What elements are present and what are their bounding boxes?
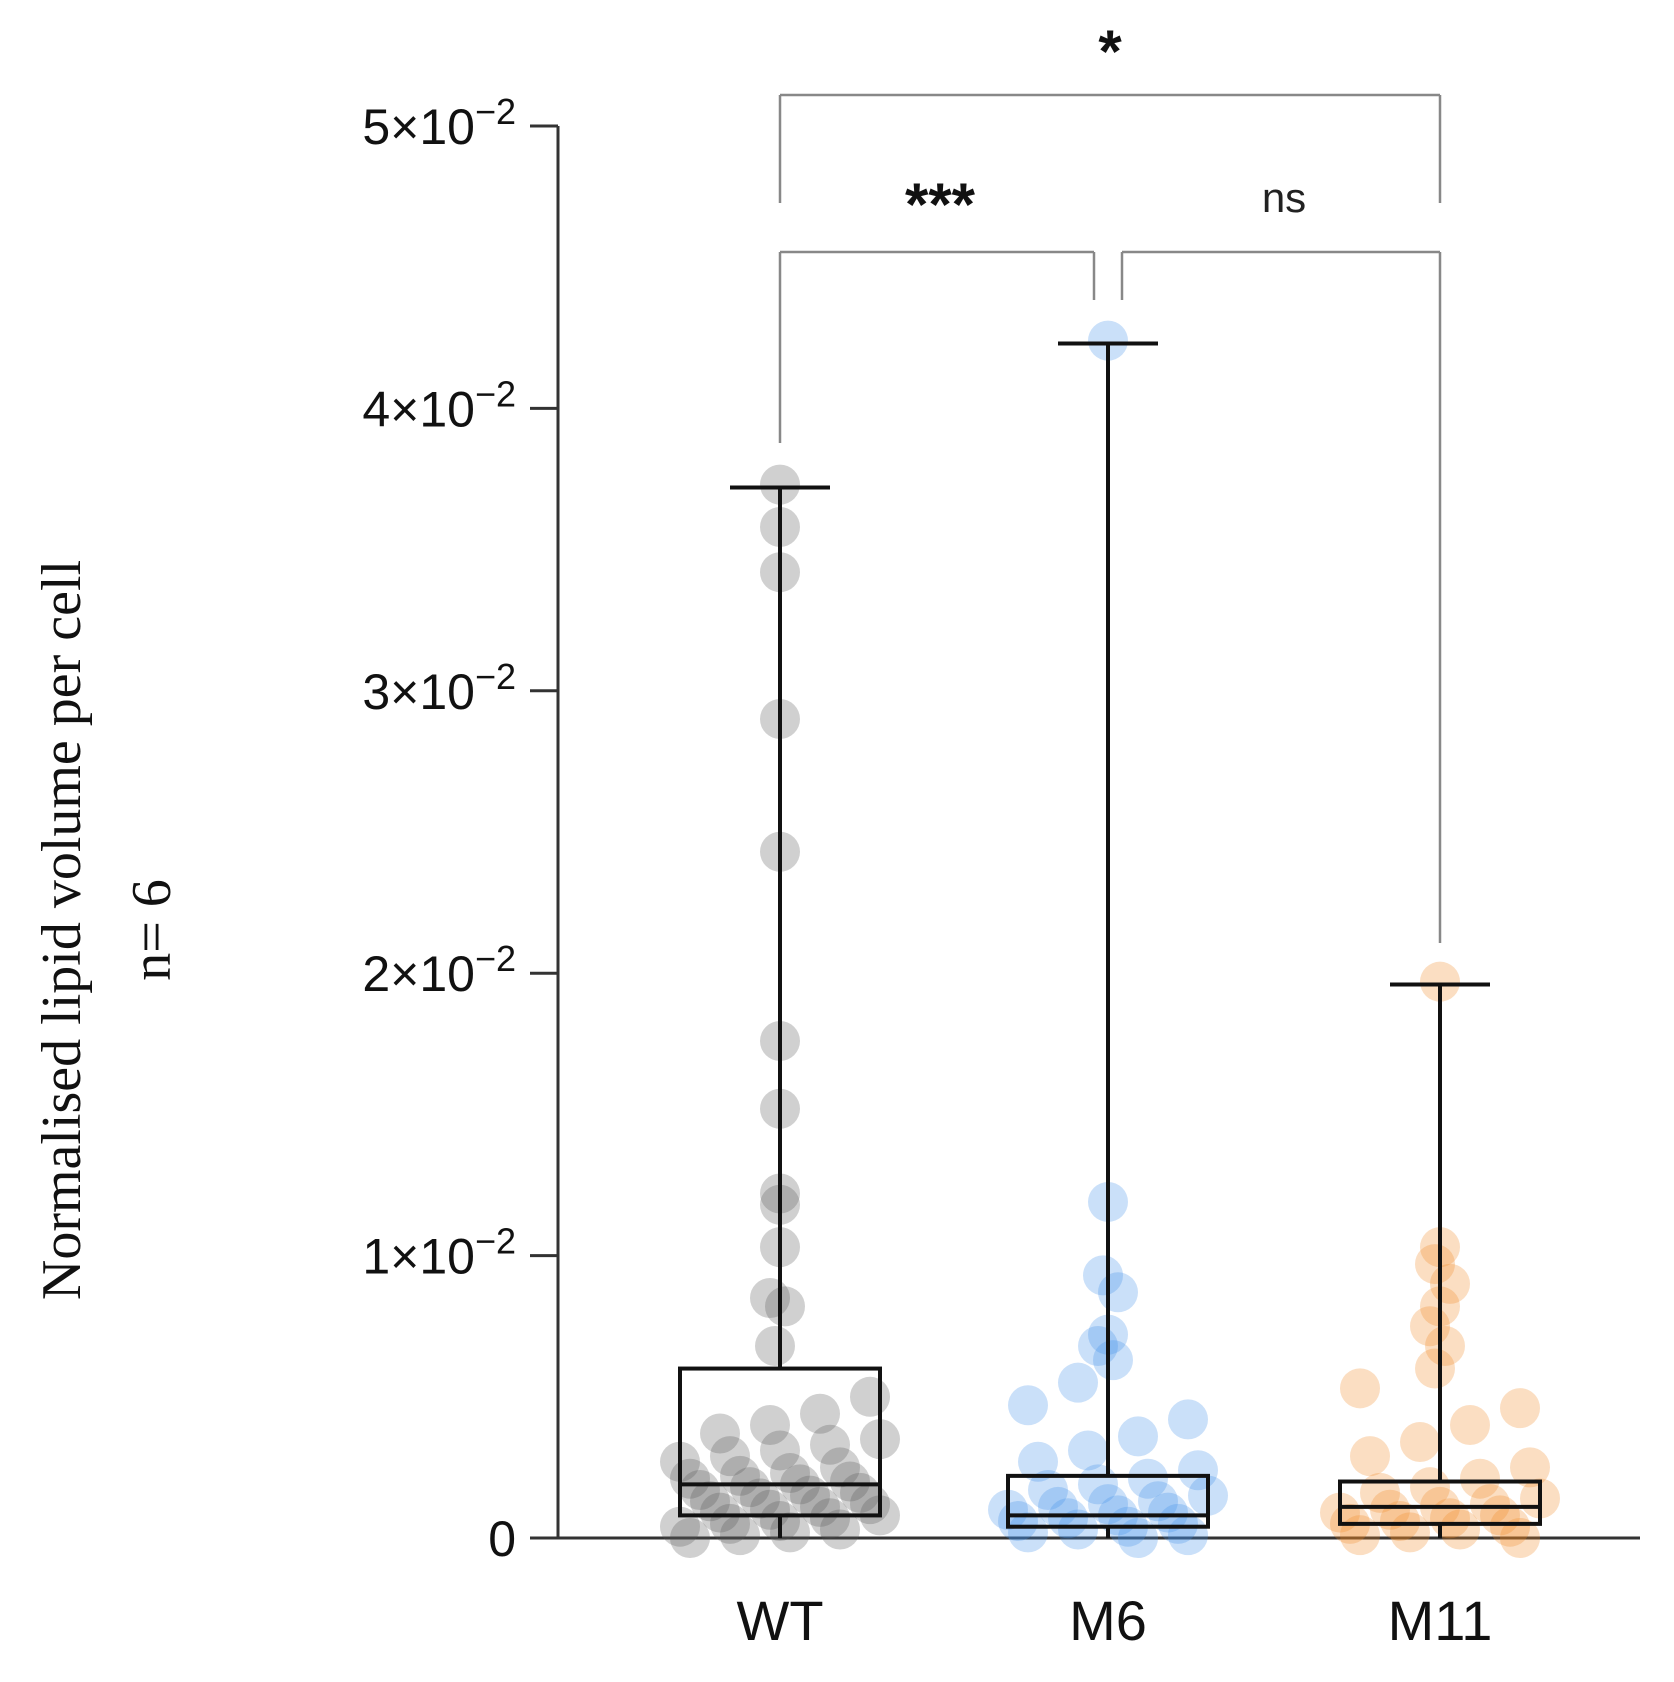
data-point-m11 <box>1510 1447 1550 1488</box>
data-point-m6 <box>1008 1512 1048 1553</box>
data-point-wt <box>700 1492 740 1533</box>
data-point-m11 <box>1390 1512 1430 1553</box>
data-point-m11 <box>1500 1518 1540 1558</box>
data-point-wt <box>760 464 800 505</box>
data-point-m11 <box>1415 1348 1455 1389</box>
significance-label-wt-m6: *** <box>905 171 976 238</box>
data-point-m11 <box>1340 1515 1380 1556</box>
data-point-m11 <box>1420 961 1460 1002</box>
data-point-m11 <box>1370 1489 1410 1530</box>
data-point-m11 <box>1415 1244 1455 1285</box>
data-point-wt <box>810 1424 850 1465</box>
x-axis-categories: WT M6 M11 <box>736 1589 1492 1652</box>
y-tick-label: 3×10−2 <box>362 656 516 720</box>
data-point-m6 <box>1083 1255 1123 1296</box>
data-point-m11 <box>1400 1421 1440 1462</box>
data-point-m11 <box>1490 1506 1530 1547</box>
boxes <box>678 341 1542 1538</box>
data-point-wt <box>755 1325 795 1366</box>
data-point-m6 <box>1093 1340 1133 1381</box>
data-point-wt <box>710 1436 750 1477</box>
y-tick-label: 5×10−2 <box>362 91 516 155</box>
data-point-wt <box>740 1478 780 1519</box>
data-point-wt <box>800 1393 840 1434</box>
data-point-wt <box>750 1405 790 1446</box>
data-point-wt <box>700 1413 740 1454</box>
data-point-m11 <box>1440 1509 1480 1550</box>
y-tick-label: 1×10−2 <box>362 1221 516 1285</box>
data-point-m6 <box>1068 1430 1108 1471</box>
box-m11 <box>1338 1479 1542 1526</box>
y-axis-label: Normalised lipid volume per cell n= 6 <box>31 560 183 1300</box>
y-tick-label: 4×10−2 <box>362 373 516 437</box>
data-point-m6 <box>1168 1399 1208 1440</box>
axes <box>556 126 1640 1540</box>
data-point-wt <box>820 1509 860 1550</box>
data-point-m11 <box>1425 1325 1465 1366</box>
data-point-m6 <box>1008 1385 1048 1426</box>
data-point-m11 <box>1380 1501 1420 1542</box>
y-axis-title-line1: Normalised lipid volume per cell <box>31 560 93 1300</box>
data-point-wt <box>690 1481 730 1522</box>
data-point-m6 <box>1058 1362 1098 1403</box>
data-point-m6 <box>1058 1509 1098 1550</box>
data-point-m6 <box>1118 1518 1158 1558</box>
data-point-m11 <box>1460 1458 1500 1499</box>
data-point-m6 <box>1028 1469 1068 1510</box>
data-point-m6 <box>1168 1515 1208 1556</box>
data-point-wt <box>730 1467 770 1508</box>
data-point-wt <box>760 1430 800 1471</box>
data-point-m6 <box>1128 1458 1168 1499</box>
data-point-wt <box>810 1498 850 1539</box>
data-point-wt <box>765 1286 805 1327</box>
data-point-wt <box>850 1376 890 1417</box>
y-axis-title-line2: n= 6 <box>121 879 183 981</box>
y-tick-label: 2×10−2 <box>362 938 516 1002</box>
data-point-m6 <box>1138 1481 1178 1522</box>
data-point-m6 <box>1088 320 1128 361</box>
data-point-m11 <box>1500 1388 1540 1429</box>
y-tick-label: 0 <box>488 1511 516 1567</box>
data-point-m6 <box>1018 1441 1058 1482</box>
y-axis-ticks: 0 1×10−2 2×10−2 3×10−2 4×10−2 5×10−2 <box>362 91 558 1567</box>
data-point-wt <box>680 1469 720 1510</box>
box-wt <box>678 1366 882 1518</box>
x-category-m6: M6 <box>1069 1589 1147 1652</box>
data-point-m11 <box>1470 1484 1510 1525</box>
data-point-m6 <box>1118 1416 1158 1457</box>
data-point-wt <box>720 1515 760 1556</box>
data-point-m6 <box>1098 1272 1138 1313</box>
x-category-wt: WT <box>736 1589 823 1652</box>
data-point-m6 <box>1148 1492 1188 1533</box>
box-m6 <box>1006 1473 1210 1529</box>
data-point-wt <box>820 1447 860 1488</box>
data-point-wt <box>670 1518 710 1558</box>
data-point-wt <box>830 1461 870 1502</box>
data-point-m11 <box>1450 1405 1490 1446</box>
data-point-wt <box>770 1512 810 1553</box>
data-point-m11 <box>1350 1436 1390 1477</box>
significance-label-m6-m11: ns <box>1262 174 1306 221</box>
data-point-m11 <box>1340 1368 1380 1409</box>
x-category-m11: M11 <box>1388 1589 1493 1652</box>
significance-brackets: **** ns <box>778 18 1442 943</box>
significance-label-wt-m11: * <box>1098 18 1122 85</box>
